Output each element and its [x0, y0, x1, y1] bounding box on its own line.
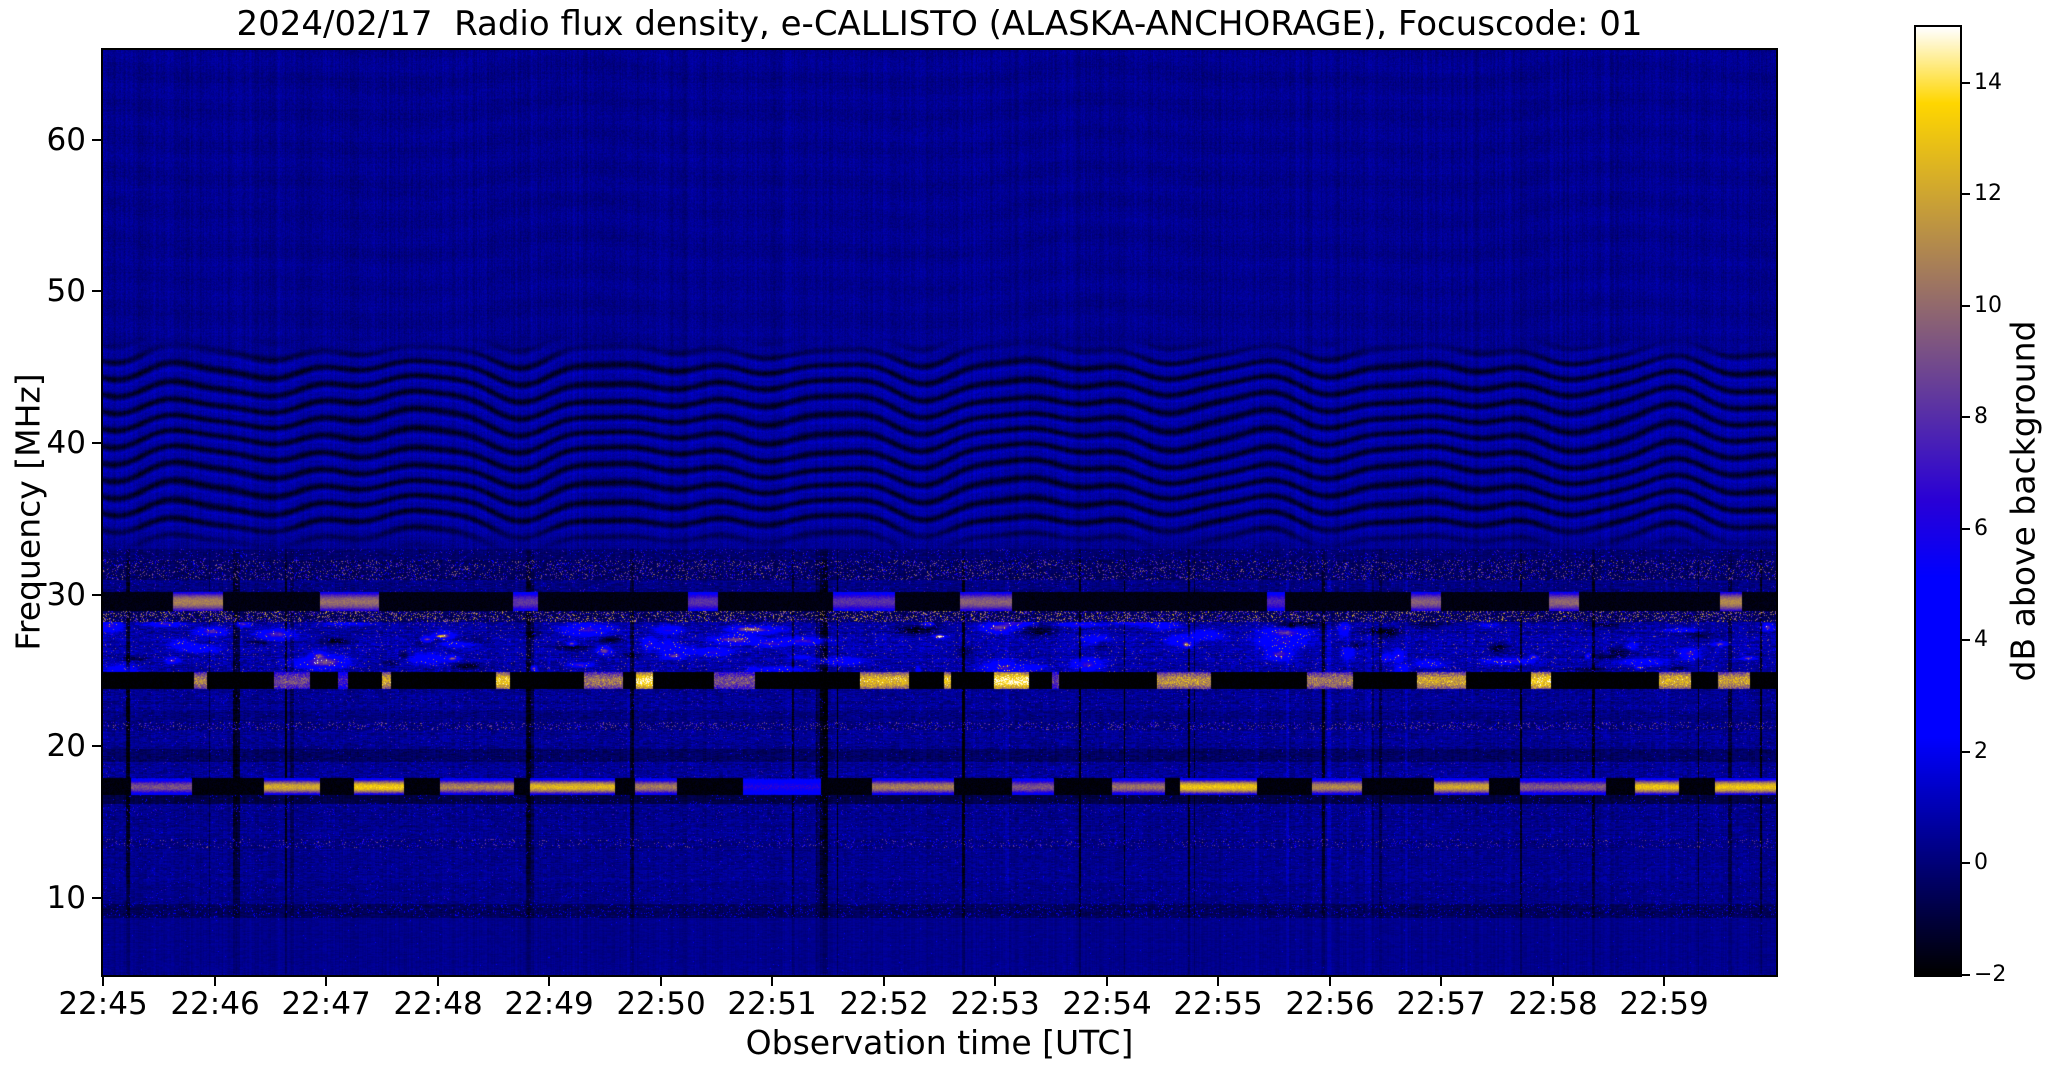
x-tick-mark: [771, 977, 773, 986]
x-tick-mark: [437, 977, 439, 986]
colorbar-canvas: [1916, 27, 1960, 975]
x-tick-label: 22:53: [950, 986, 1040, 1022]
x-tick-mark: [214, 977, 216, 986]
y-tick-mark: [92, 745, 101, 747]
x-tick-label: 22:45: [58, 986, 148, 1022]
x-tick-mark: [1552, 977, 1554, 986]
x-tick-mark: [660, 977, 662, 986]
x-tick-mark: [1329, 977, 1331, 986]
plot-title: 2024/02/17 Radio flux density, e-CALLIST…: [236, 4, 1643, 44]
spectrogram-canvas: [103, 50, 1776, 975]
x-tick-mark: [325, 977, 327, 986]
colorbar-tick-mark: [1962, 639, 1970, 641]
colorbar-tick-label: 6: [1974, 516, 1988, 541]
y-tick-label: 50: [46, 273, 86, 309]
x-tick-label: 22:47: [281, 986, 371, 1022]
x-tick-label: 22:51: [727, 986, 817, 1022]
y-tick-mark: [92, 442, 101, 444]
x-tick-label: 22:59: [1619, 986, 1709, 1022]
colorbar-tick-label: 14: [1974, 70, 2002, 95]
colorbar-tick-mark: [1962, 305, 1970, 307]
colorbar: [1914, 25, 1962, 977]
x-tick-mark: [548, 977, 550, 986]
colorbar-tick-label: 12: [1974, 181, 2002, 206]
x-tick-label: 22:50: [616, 986, 706, 1022]
colorbar-tick-label: 8: [1974, 404, 1988, 429]
x-tick-label: 22:58: [1508, 986, 1598, 1022]
colorbar-tick-label: 0: [1974, 850, 1988, 875]
colorbar-tick-mark: [1962, 193, 1970, 195]
colorbar-tick-label: 10: [1974, 293, 2002, 318]
colorbar-tick-mark: [1962, 974, 1970, 976]
x-tick-label: 22:57: [1396, 986, 1486, 1022]
x-tick-mark: [1217, 977, 1219, 986]
colorbar-tick-label: 4: [1974, 627, 1988, 652]
x-tick-label: 22:54: [1062, 986, 1152, 1022]
y-tick-mark: [92, 139, 101, 141]
x-tick-label: 22:46: [170, 986, 260, 1022]
y-tick-label: 10: [46, 880, 86, 916]
x-tick-mark: [994, 977, 996, 986]
colorbar-label: dB above background: [2003, 320, 2043, 682]
x-tick-label: 22:48: [393, 986, 483, 1022]
y-tick-mark: [92, 594, 101, 596]
spectrogram-plot-area: [101, 48, 1778, 977]
colorbar-tick-mark: [1962, 751, 1970, 753]
colorbar-tick-mark: [1962, 862, 1970, 864]
colorbar-tick-mark: [1962, 416, 1970, 418]
colorbar-tick-mark: [1962, 528, 1970, 530]
colorbar-tick-mark: [1962, 82, 1970, 84]
y-tick-mark: [92, 897, 101, 899]
x-tick-mark: [1106, 977, 1108, 986]
colorbar-tick-label: −2: [1974, 962, 2007, 987]
x-tick-label: 22:49: [504, 986, 594, 1022]
x-tick-mark: [1663, 977, 1665, 986]
x-tick-mark: [1440, 977, 1442, 986]
x-tick-label: 22:52: [839, 986, 929, 1022]
y-tick-label: 20: [46, 728, 86, 764]
x-tick-mark: [883, 977, 885, 986]
x-tick-label: 22:56: [1285, 986, 1375, 1022]
y-tick-label: 40: [46, 425, 86, 461]
y-tick-label: 30: [46, 577, 86, 613]
colorbar-tick-label: 2: [1974, 739, 1988, 764]
y-tick-mark: [92, 290, 101, 292]
y-tick-label: 60: [46, 122, 86, 158]
x-tick-mark: [102, 977, 104, 986]
x-tick-label: 22:55: [1173, 986, 1263, 1022]
x-axis-label: Observation time [UTC]: [745, 1023, 1134, 1062]
